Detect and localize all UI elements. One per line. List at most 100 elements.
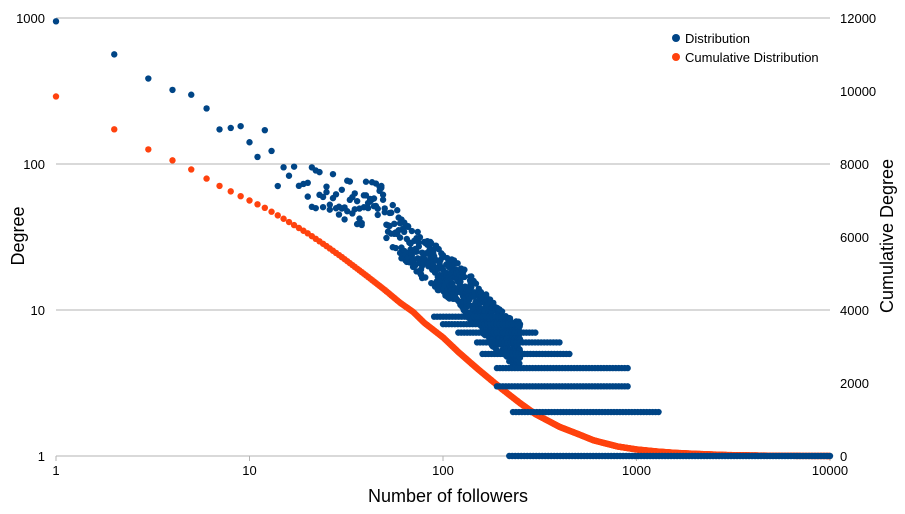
- distribution-point: [391, 220, 398, 228]
- legend-label-distribution: Distribution: [685, 31, 750, 46]
- distribution-point: [396, 234, 404, 241]
- cumulative-point: [290, 221, 298, 229]
- cumulative-point: [254, 201, 261, 208]
- x-tick-label: 1000: [622, 463, 651, 478]
- distribution-point: [374, 205, 381, 212]
- distribution-point: [416, 234, 424, 241]
- distribution-point: [379, 196, 387, 203]
- distribution-point: [145, 75, 152, 82]
- distribution-point: [351, 206, 358, 213]
- distribution-point: [379, 191, 387, 198]
- distribution-point: [329, 170, 337, 178]
- distribution-point: [346, 178, 354, 185]
- distribution-point: [364, 204, 372, 212]
- distribution-point: [326, 206, 333, 213]
- y-tick-label: 100: [23, 157, 45, 172]
- distribution-point: [261, 126, 269, 134]
- distribution-point: [344, 208, 351, 215]
- cumulative-point: [285, 218, 293, 226]
- distribution-point: [304, 193, 311, 200]
- distribution-point: [388, 209, 395, 216]
- cumulative-point: [203, 175, 210, 182]
- distribution-point: [323, 183, 330, 190]
- distribution-point: [203, 105, 210, 112]
- distribution-point: [338, 186, 346, 193]
- y2-tick-label: 2000: [840, 376, 869, 391]
- y2-tick-label: 8000: [840, 157, 869, 172]
- distribution-point: [216, 126, 223, 133]
- distribution-point: [353, 197, 361, 205]
- distribution-point: [566, 350, 573, 358]
- distribution-point: [274, 182, 281, 190]
- distribution-point: [374, 211, 381, 219]
- distribution-point: [413, 248, 420, 255]
- distribution-point: [498, 313, 505, 320]
- distribution-point: [304, 179, 311, 187]
- distribution-point: [312, 204, 319, 212]
- distribution-point: [498, 308, 506, 315]
- distribution-point: [378, 184, 385, 192]
- distribution-point: [188, 91, 195, 98]
- cumulative-point: [145, 146, 152, 153]
- distribution-point: [280, 164, 287, 171]
- distribution-point: [335, 211, 343, 218]
- distribution-point: [461, 266, 468, 273]
- cumulative-point: [237, 192, 244, 200]
- distribution-point: [319, 203, 327, 211]
- distribution-point: [370, 195, 378, 202]
- distribution-point: [227, 124, 234, 132]
- cumulative-point: [227, 188, 234, 195]
- distribution-point: [362, 178, 370, 185]
- distribution-point: [290, 163, 298, 170]
- distribution-point: [422, 274, 429, 281]
- legend-label-cumulative: Cumulative Distribution: [685, 50, 819, 65]
- distribution-point: [457, 278, 464, 285]
- legend-marker-distribution: [672, 34, 680, 42]
- distribution-point: [468, 284, 475, 291]
- distribution-point: [316, 168, 323, 176]
- cumulative-point: [188, 166, 195, 173]
- distribution-point: [389, 201, 396, 209]
- distribution-point: [826, 452, 834, 460]
- y2-tick-label: 10000: [840, 84, 876, 99]
- cumulative-point: [169, 157, 176, 164]
- distribution-point: [532, 329, 539, 336]
- legend-marker-cumulative: [672, 53, 680, 61]
- x-tick-label: 10: [242, 463, 256, 478]
- cumulative-point: [280, 215, 287, 222]
- distribution-point: [358, 221, 365, 229]
- distribution-point: [268, 147, 275, 155]
- x-tick-label: 100: [432, 463, 454, 478]
- distribution-point: [383, 234, 390, 242]
- x-axis-title: Number of followers: [368, 486, 528, 506]
- distribution-point: [556, 339, 563, 346]
- distribution-point: [408, 227, 416, 235]
- distribution-point: [323, 188, 330, 196]
- y2-tick-label: 12000: [840, 11, 876, 26]
- y2-tick-label: 6000: [840, 230, 869, 245]
- distribution-point: [392, 244, 399, 252]
- distribution-series: [52, 18, 834, 460]
- distribution-point: [351, 190, 358, 197]
- y2-axis-title: Cumulative Degree: [877, 159, 897, 313]
- y-tick-label: 1: [38, 449, 45, 464]
- distribution-point: [624, 383, 631, 390]
- gridlines: [55, 17, 831, 461]
- distribution-point: [404, 223, 412, 230]
- y2-tick-label: 0: [840, 449, 847, 464]
- distribution-point: [169, 86, 176, 94]
- distribution-point: [246, 139, 253, 146]
- distribution-point: [319, 193, 327, 201]
- distribution-point: [454, 260, 461, 267]
- distribution-point: [624, 364, 631, 372]
- distribution-point: [414, 228, 421, 236]
- x-tick-label: 10000: [812, 463, 848, 478]
- distribution-point: [326, 201, 333, 208]
- y-tick-label: 10: [31, 303, 45, 318]
- distribution-point: [285, 172, 293, 179]
- distribution-point: [237, 122, 244, 130]
- cumulative-point: [216, 182, 223, 190]
- distribution-point: [415, 243, 423, 250]
